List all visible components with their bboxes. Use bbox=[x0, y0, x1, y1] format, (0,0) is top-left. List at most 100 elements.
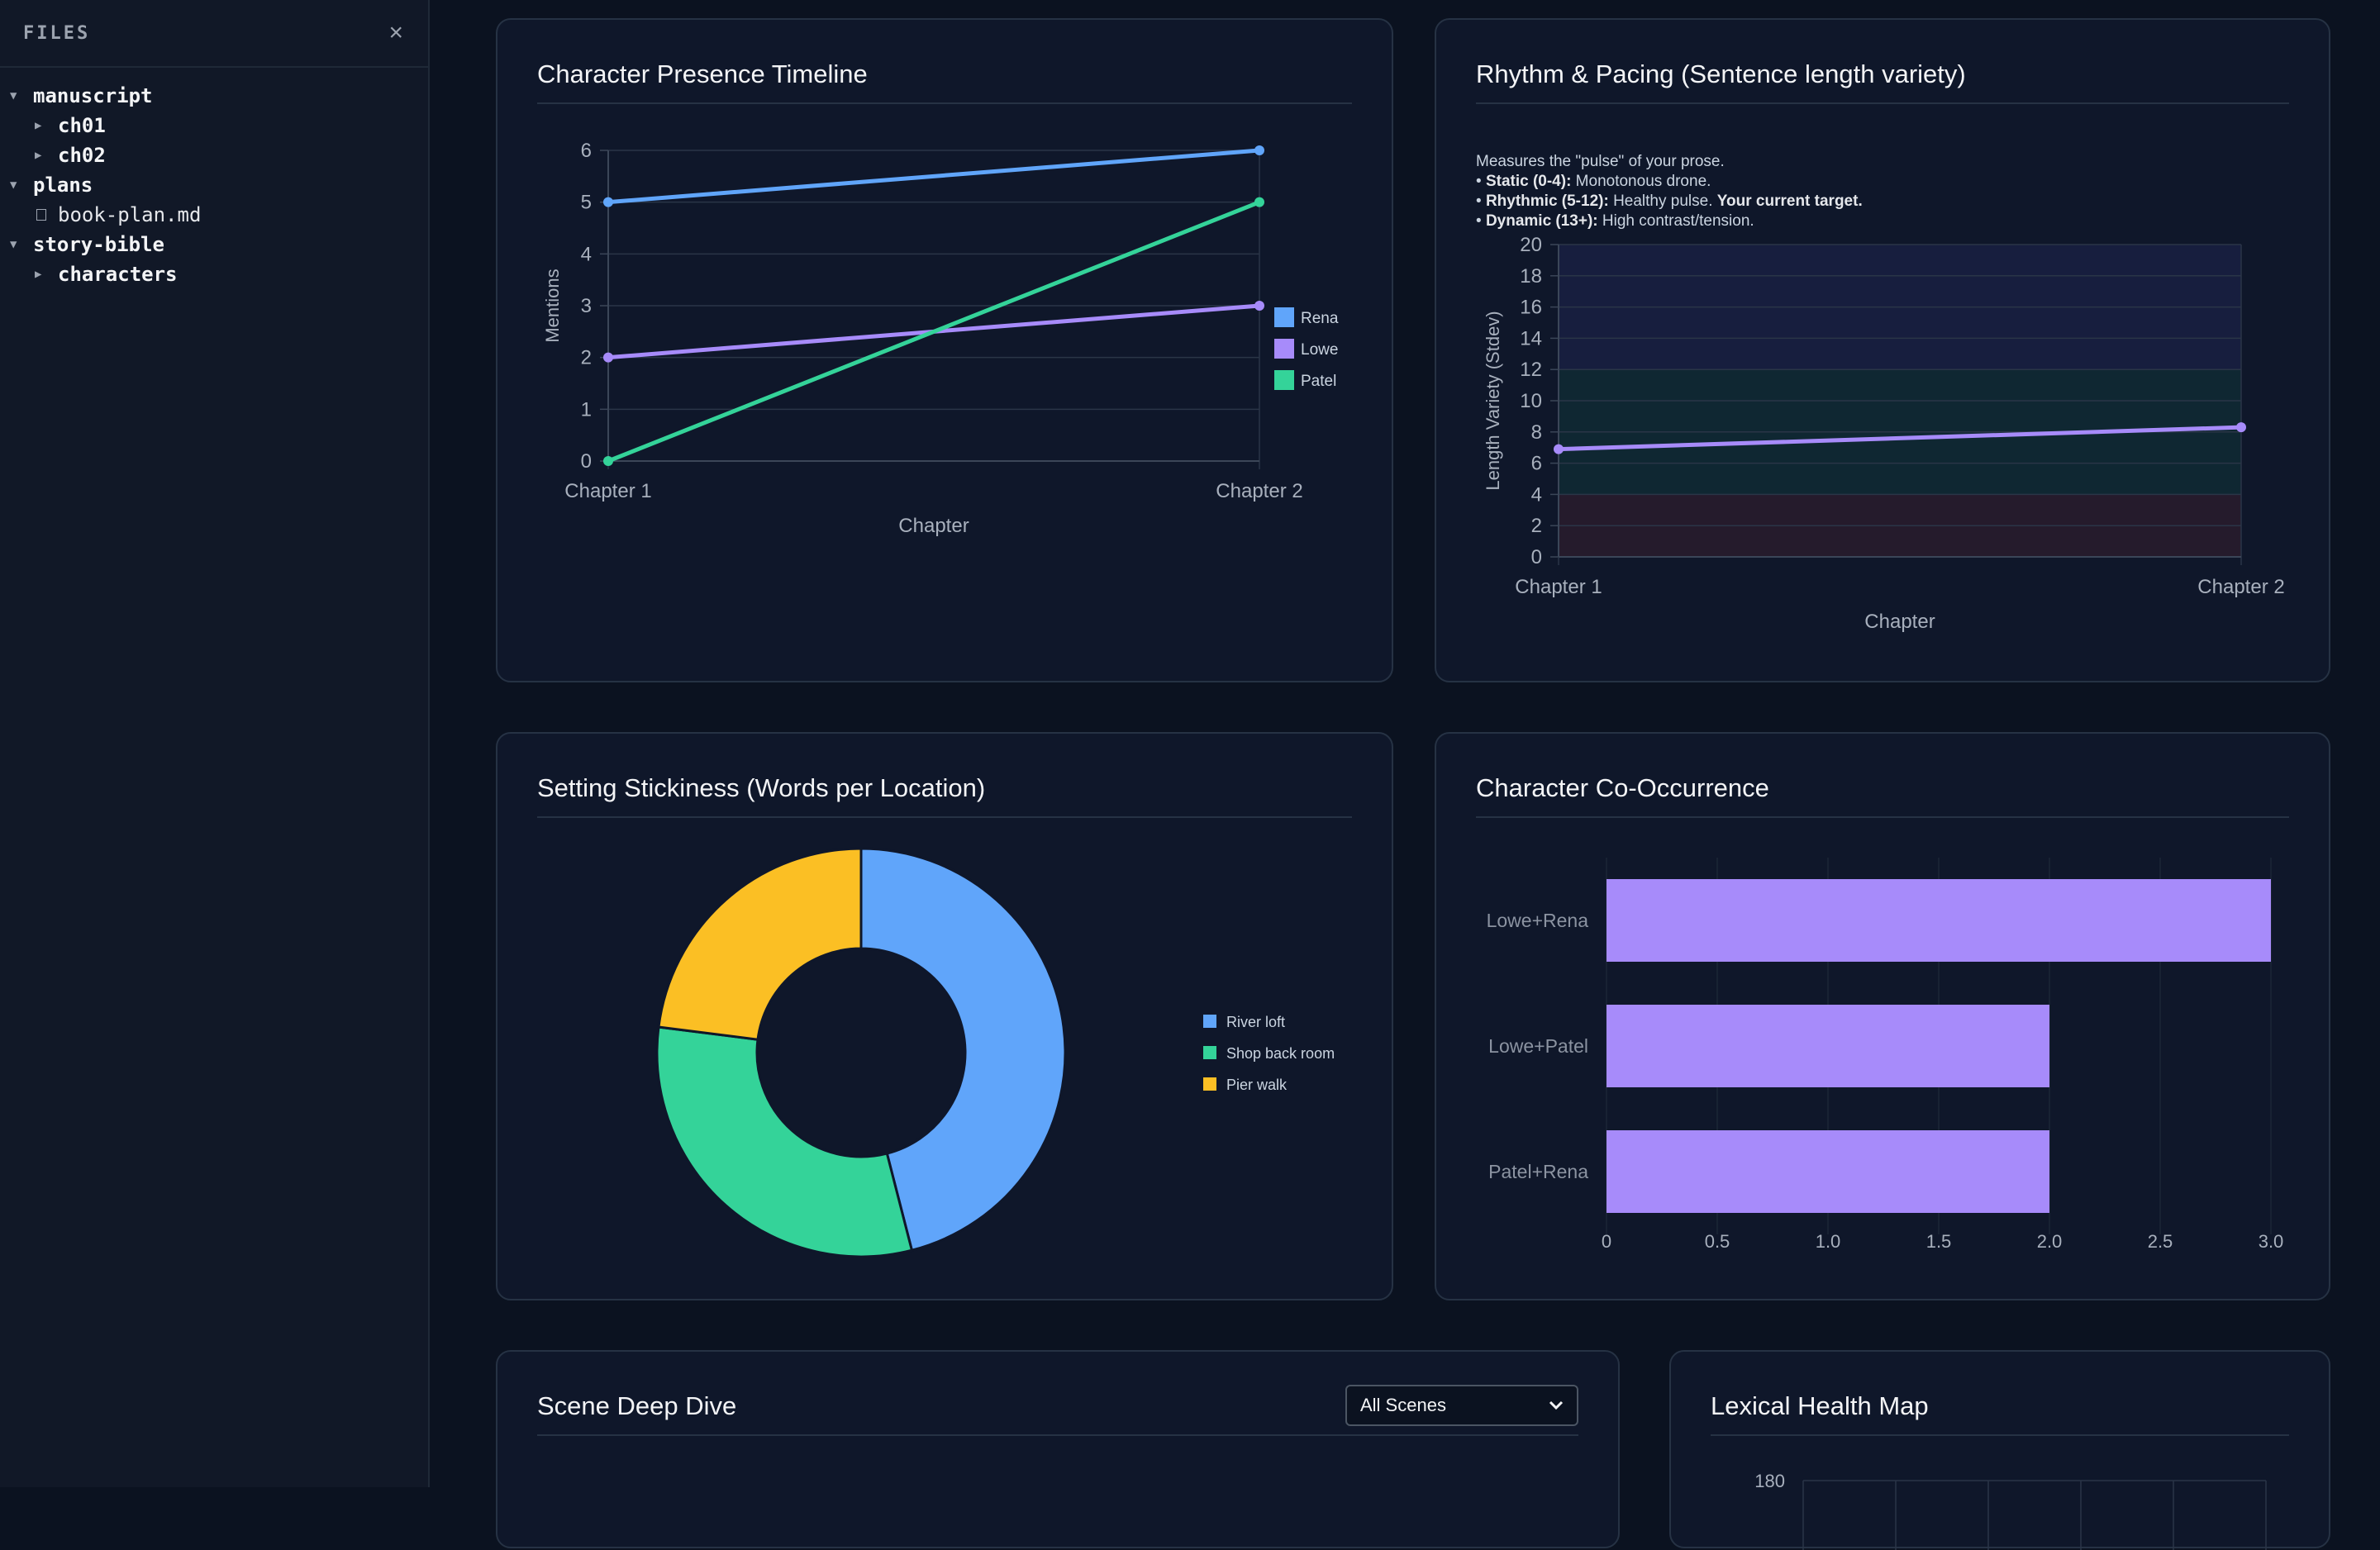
bullet-bold: Dynamic (13+): bbox=[1485, 212, 1598, 230]
y-tick-label: 3 bbox=[581, 295, 592, 317]
y-tick-label: 2 bbox=[581, 347, 592, 369]
y-tick-label: 0 bbox=[581, 450, 592, 473]
tree-file-book-plan[interactable]: book-plan.md bbox=[10, 200, 428, 230]
tree-folder-story-bible[interactable]: ▼ story-bible bbox=[10, 230, 428, 259]
y-tick-label: 8 bbox=[1531, 421, 1542, 444]
caret-right-icon[interactable]: ▶ bbox=[35, 149, 42, 162]
x-tick-label: Chapter 1 bbox=[564, 480, 651, 502]
data-point bbox=[1554, 444, 1564, 454]
presence-card: Character Presence Timeline 0 1 2 3 4 5 6 Chapt… bbox=[496, 18, 1393, 682]
tree-item-label: ch02 bbox=[58, 144, 106, 167]
legend-label: Patel bbox=[1301, 373, 1336, 390]
chevron-down-icon bbox=[1549, 1400, 1564, 1410]
series-line bbox=[607, 148, 1260, 205]
y-axis-title: Length Variety (Stdev) bbox=[1483, 311, 1503, 490]
file-tree: ▼ manuscript ▶ ch01 ▶ ch02 ▼ plans book-… bbox=[0, 68, 428, 289]
caret-down-icon[interactable]: ▼ bbox=[10, 238, 17, 251]
series-line bbox=[1558, 425, 2242, 452]
y-tick-label: 12 bbox=[1520, 359, 1542, 381]
rhythm-intro: Measures the "pulse" of your prose. bbox=[1476, 153, 1725, 170]
legend-label: Pier walk bbox=[1226, 1077, 1288, 1093]
scene-card: Scene Deep Dive All Scenes bbox=[496, 1350, 1620, 1548]
x-tick-label: 0.5 bbox=[1705, 1231, 1730, 1252]
card-title: Rhythm & Pacing (Sentence length variety… bbox=[1476, 59, 2289, 104]
y-tick-label: 1 bbox=[581, 398, 592, 421]
x-axis-title: Chapter bbox=[898, 515, 969, 537]
rhythm-description: Measures the "pulse" of your prose. • St… bbox=[1476, 152, 1863, 231]
y-tick-label: 14 bbox=[1520, 327, 1542, 349]
x-tick-label: Chapter 2 bbox=[1216, 480, 1302, 502]
y-tick-label: Patel+Rena bbox=[1488, 1161, 1588, 1182]
bullet-bold: Static (0-4): bbox=[1485, 173, 1572, 190]
legend-label: River loft bbox=[1226, 1014, 1285, 1030]
card-title: Character Presence Timeline bbox=[537, 59, 1352, 104]
y-tick-label: 6 bbox=[581, 140, 592, 162]
data-point bbox=[1254, 197, 1264, 207]
x-tick-label: 0 bbox=[1602, 1231, 1611, 1252]
x-tick-label: 1.5 bbox=[1926, 1231, 1952, 1252]
rhythm-card: Rhythm & Pacing (Sentence length variety… bbox=[1435, 18, 2330, 682]
caret-down-icon[interactable]: ▼ bbox=[10, 89, 17, 102]
tree-item-label: plans bbox=[33, 174, 93, 197]
tree-folder-ch01[interactable]: ▶ ch01 bbox=[10, 111, 428, 140]
setting-chart: River loft Shop back room Pier walk bbox=[655, 847, 1335, 1258]
x-tick-label: Chapter 1 bbox=[1515, 576, 1602, 598]
y-tick-label: 180 bbox=[1754, 1471, 1785, 1491]
data-point bbox=[1254, 301, 1264, 311]
y-axis-title: Mentions bbox=[542, 269, 563, 342]
sidebar-title: FILES bbox=[23, 22, 91, 44]
tree-folder-plans[interactable]: ▼ plans bbox=[10, 170, 428, 200]
legend-label: Lowe bbox=[1301, 341, 1338, 359]
tree-folder-ch02[interactable]: ▶ ch02 bbox=[10, 140, 428, 170]
donut-slice bbox=[657, 847, 863, 1041]
card-title: Scene Deep Dive bbox=[537, 1391, 1578, 1436]
bullet-bold: Rhythmic (5-12): bbox=[1485, 193, 1609, 210]
legend-label: Rena bbox=[1301, 310, 1339, 327]
caret-right-icon[interactable]: ▶ bbox=[35, 119, 42, 132]
tree-item-label: story-bible bbox=[33, 233, 164, 256]
tree-folder-manuscript[interactable]: ▼ manuscript bbox=[10, 81, 428, 111]
tree-item-label: book-plan.md bbox=[58, 203, 202, 226]
x-tick-label: 1.0 bbox=[1816, 1231, 1841, 1252]
x-axis-title: Chapter bbox=[1864, 611, 1935, 633]
legend-swatch bbox=[1203, 1015, 1216, 1028]
bar bbox=[1606, 1130, 2049, 1213]
y-tick-label: 5 bbox=[581, 192, 592, 214]
tree-folder-characters[interactable]: ▶ characters bbox=[10, 259, 428, 289]
card-title: Setting Stickiness (Words per Location) bbox=[537, 773, 1352, 818]
x-tick-label: 3.0 bbox=[2259, 1231, 2284, 1252]
data-point bbox=[2236, 422, 2246, 433]
close-icon[interactable]: × bbox=[388, 19, 403, 46]
bullet-text: Healthy pulse. bbox=[1608, 193, 1717, 210]
tree-item-label: characters bbox=[58, 263, 178, 286]
sidebar-header: FILES × bbox=[0, 0, 428, 68]
legend-label: Shop back room bbox=[1226, 1045, 1335, 1062]
card-title: Character Co-Occurrence bbox=[1476, 773, 2289, 818]
scene-select-value: All Scenes bbox=[1360, 1395, 1446, 1415]
y-tick-label: 18 bbox=[1520, 265, 1542, 288]
y-tick-label: Lowe+Rena bbox=[1487, 910, 1589, 931]
scene-select[interactable]: All Scenes bbox=[1345, 1385, 1578, 1426]
setting-card: Setting Stickiness (Words per Location) … bbox=[496, 732, 1393, 1300]
bullet-text: High contrast/tension. bbox=[1597, 212, 1754, 230]
rhythm-bullet: • Rhythmic (5-12): Healthy pulse. Your c… bbox=[1476, 193, 1863, 210]
legend-swatch bbox=[1274, 307, 1294, 327]
y-tick-label: 16 bbox=[1520, 297, 1542, 319]
donut-slice bbox=[859, 847, 1067, 1253]
lexical-card: Lexical Health Map 180 bbox=[1669, 1350, 2330, 1550]
data-point bbox=[603, 197, 613, 207]
series-line bbox=[607, 200, 1260, 464]
presence-chart: 0 1 2 3 4 5 6 Chapter 1 Chapter 2 Chapter Mentions… bbox=[542, 140, 1339, 537]
data-point bbox=[603, 456, 613, 466]
card-title-text: Scene Deep Dive bbox=[537, 1391, 737, 1420]
y-tick-label: 4 bbox=[581, 243, 592, 265]
x-tick-label: Chapter 2 bbox=[2197, 576, 2284, 598]
bullet-text: Monotonous drone. bbox=[1571, 173, 1711, 190]
bar bbox=[1606, 879, 2271, 962]
legend-swatch bbox=[1274, 370, 1294, 390]
file-icon bbox=[36, 209, 46, 221]
tree-item-label: ch01 bbox=[58, 114, 106, 137]
y-tick-label: 4 bbox=[1531, 483, 1542, 506]
caret-down-icon[interactable]: ▼ bbox=[10, 178, 17, 192]
caret-right-icon[interactable]: ▶ bbox=[35, 268, 42, 281]
